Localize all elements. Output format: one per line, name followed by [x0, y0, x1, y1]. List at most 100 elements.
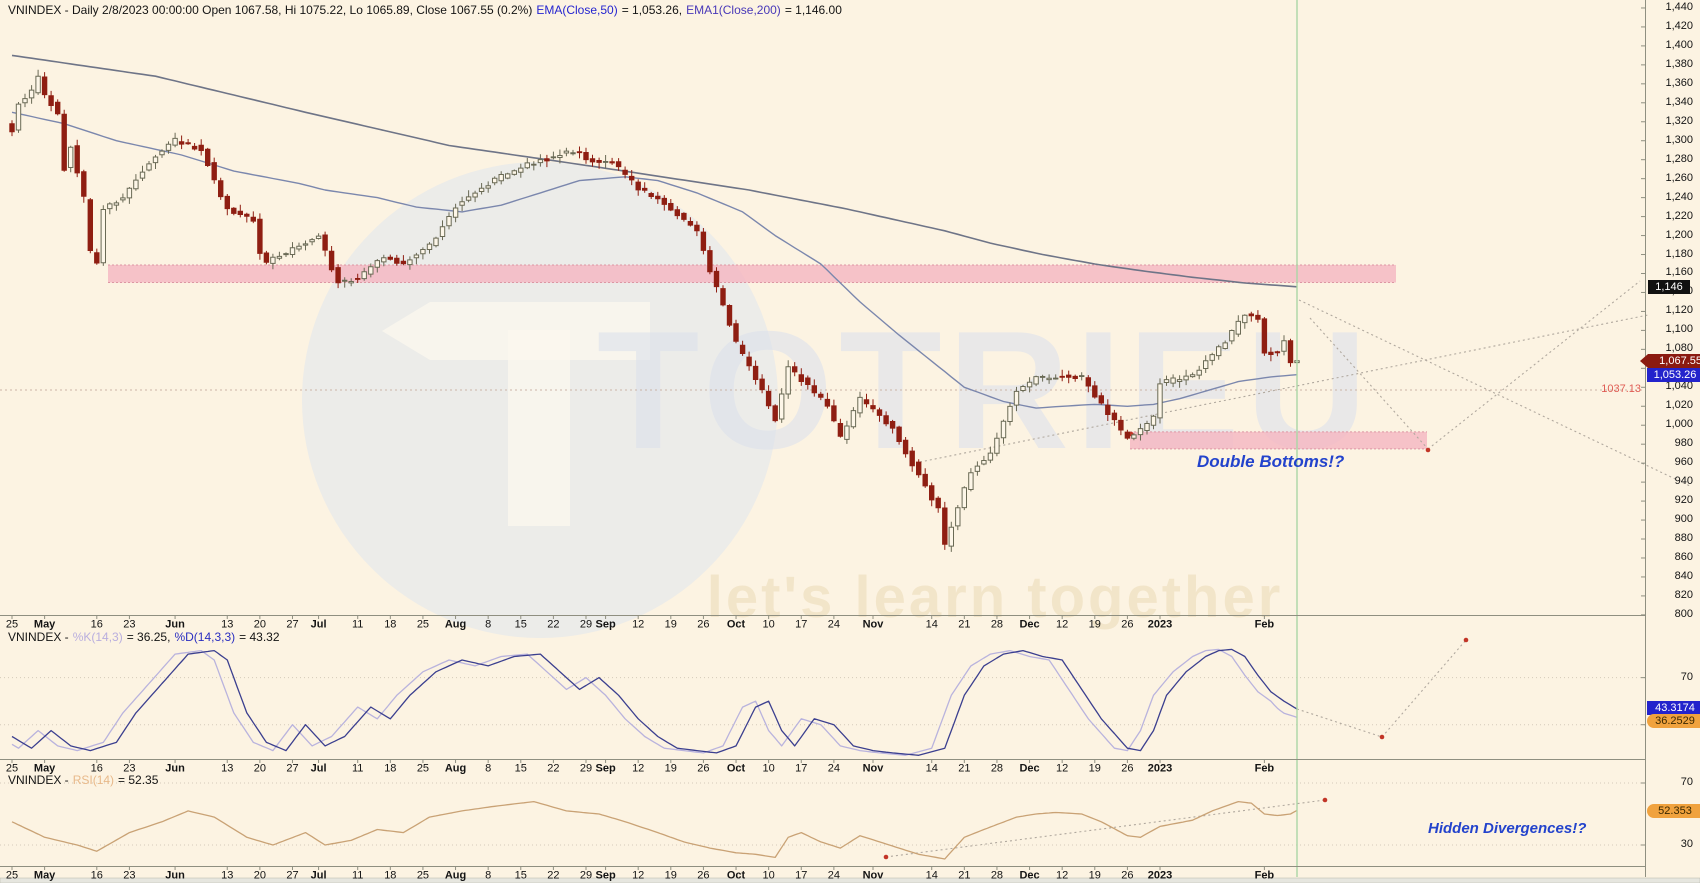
x-axis-label[interactable]: 13: [221, 870, 233, 882]
x-axis-label[interactable]: Nov: [863, 619, 885, 631]
x-axis-label[interactable]: 16: [91, 619, 103, 631]
x-axis-label[interactable]: 20: [254, 619, 266, 631]
x-axis-label[interactable]: 11: [352, 619, 363, 631]
x-axis-label[interactable]: 15: [515, 763, 527, 775]
x-axis-label[interactable]: 19: [665, 763, 677, 775]
x-axis-label[interactable]: 14: [926, 870, 938, 882]
x-axis-label[interactable]: 20: [254, 870, 266, 882]
x-axis-label[interactable]: 12: [1056, 619, 1068, 631]
projection-dot[interactable]: [1425, 447, 1431, 453]
x-axis-label[interactable]: Sep: [595, 870, 615, 882]
x-axis-label[interactable]: 16: [91, 763, 103, 775]
x-axis-label[interactable]: 27: [286, 619, 298, 631]
x-axis-label[interactable]: 12: [632, 870, 644, 882]
projection-line-rsi[interactable]: [885, 799, 1326, 858]
x-axis-label[interactable]: 22: [547, 763, 559, 775]
x-axis-label[interactable]: 29: [580, 870, 592, 882]
x-axis-label[interactable]: May: [34, 763, 56, 775]
projection-line-main[interactable]: [919, 314, 1649, 463]
x-axis-label[interactable]: Jul: [311, 619, 327, 631]
x-axis-label[interactable]: 8: [485, 763, 491, 775]
x-axis-label[interactable]: 14: [926, 619, 938, 631]
x-axis-label[interactable]: Dec: [1019, 763, 1039, 775]
x-axis-label[interactable]: 26: [697, 619, 709, 631]
x-axis-label[interactable]: Nov: [863, 870, 885, 882]
x-axis-label[interactable]: 28: [991, 870, 1003, 882]
x-axis-label[interactable]: 17: [795, 763, 807, 775]
x-axis-label[interactable]: 29: [580, 619, 592, 631]
x-axis-label[interactable]: 25: [417, 763, 429, 775]
x-axis-label[interactable]: 21: [958, 619, 970, 631]
projection-dot[interactable]: [1322, 797, 1328, 803]
x-axis-label[interactable]: 8: [485, 870, 491, 882]
x-axis-label[interactable]: Jun: [165, 870, 185, 882]
x-axis-label[interactable]: 2023: [1148, 870, 1172, 882]
x-axis-label[interactable]: 27: [286, 763, 298, 775]
x-axis-label[interactable]: 25: [417, 619, 429, 631]
x-axis-label[interactable]: 11: [352, 870, 363, 882]
x-axis-label[interactable]: 21: [958, 870, 970, 882]
x-axis-label[interactable]: 26: [1121, 763, 1133, 775]
x-axis-label[interactable]: Feb: [1255, 763, 1275, 775]
x-axis-label[interactable]: May: [34, 870, 56, 882]
projection-line-stoch[interactable]: [1381, 639, 1467, 738]
x-axis-label[interactable]: 24: [828, 870, 840, 882]
x-axis-label[interactable]: 19: [665, 870, 677, 882]
x-axis-label[interactable]: 10: [763, 870, 775, 882]
x-axis-label[interactable]: 12: [1056, 763, 1068, 775]
x-axis-label[interactable]: Dec: [1019, 870, 1039, 882]
x-axis-label[interactable]: 18: [384, 619, 396, 631]
x-axis-label[interactable]: 16: [91, 870, 103, 882]
x-axis-label[interactable]: 10: [763, 619, 775, 631]
x-axis-label[interactable]: 8: [485, 619, 491, 631]
x-axis-label[interactable]: Aug: [445, 619, 466, 631]
projection-line-main[interactable]: [1427, 280, 1641, 450]
x-axis-label[interactable]: 18: [384, 870, 396, 882]
x-axis-label[interactable]: 25: [6, 619, 18, 631]
x-axis-label[interactable]: 19: [1089, 619, 1101, 631]
x-axis-label[interactable]: Aug: [445, 763, 466, 775]
x-axis-label[interactable]: 2023: [1148, 619, 1172, 631]
x-axis-label[interactable]: Nov: [863, 763, 885, 775]
x-axis-label[interactable]: 12: [632, 763, 644, 775]
x-axis-label[interactable]: 25: [417, 870, 429, 882]
projection-line-main[interactable]: [1298, 299, 1691, 487]
x-axis-label[interactable]: 22: [547, 870, 559, 882]
x-axis-label[interactable]: Jul: [311, 870, 327, 882]
x-axis-label[interactable]: Oct: [727, 870, 746, 882]
x-axis-label[interactable]: Oct: [727, 619, 746, 631]
x-axis-label[interactable]: 11: [352, 763, 363, 775]
projection-dot[interactable]: [1463, 637, 1469, 643]
x-axis-label[interactable]: 15: [515, 619, 527, 631]
x-axis-label[interactable]: 17: [795, 619, 807, 631]
x-axis-label[interactable]: Oct: [727, 763, 746, 775]
x-axis-label[interactable]: 25: [6, 763, 18, 775]
x-axis-label[interactable]: 28: [991, 619, 1003, 631]
x-axis-label[interactable]: Sep: [595, 763, 615, 775]
x-axis-label[interactable]: 10: [763, 763, 775, 775]
x-axis-label[interactable]: Dec: [1019, 619, 1039, 631]
x-axis-label[interactable]: Feb: [1255, 619, 1275, 631]
projection-dot[interactable]: [883, 854, 889, 860]
x-axis-label[interactable]: Feb: [1255, 870, 1275, 882]
x-axis-label[interactable]: 24: [828, 619, 840, 631]
x-axis-label[interactable]: 19: [665, 619, 677, 631]
x-axis-label[interactable]: 19: [1089, 870, 1101, 882]
x-axis-label[interactable]: 23: [123, 763, 135, 775]
x-axis-label[interactable]: 23: [123, 870, 135, 882]
x-axis-label[interactable]: 26: [697, 870, 709, 882]
x-axis-label[interactable]: Jul: [311, 763, 327, 775]
x-axis-label[interactable]: 24: [828, 763, 840, 775]
x-axis-label[interactable]: 18: [384, 763, 396, 775]
x-axis-label[interactable]: 13: [221, 619, 233, 631]
x-axis-label[interactable]: Sep: [595, 619, 615, 631]
x-axis-label[interactable]: 12: [632, 619, 644, 631]
x-axis-label[interactable]: 28: [991, 763, 1003, 775]
x-axis-label[interactable]: 2023: [1148, 763, 1172, 775]
x-axis-label[interactable]: 15: [515, 870, 527, 882]
x-axis-label[interactable]: 26: [1121, 619, 1133, 631]
x-axis-label[interactable]: 25: [6, 870, 18, 882]
x-axis-label[interactable]: 27: [286, 870, 298, 882]
projection-line-main[interactable]: [1309, 317, 1429, 450]
